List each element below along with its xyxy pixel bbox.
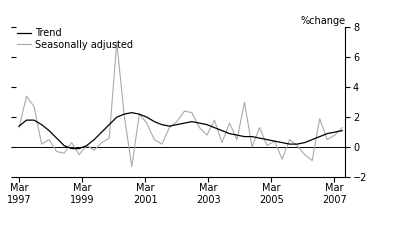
Text: %change: %change — [300, 16, 345, 26]
Legend: Trend, Seasonally adjusted: Trend, Seasonally adjusted — [17, 28, 133, 50]
